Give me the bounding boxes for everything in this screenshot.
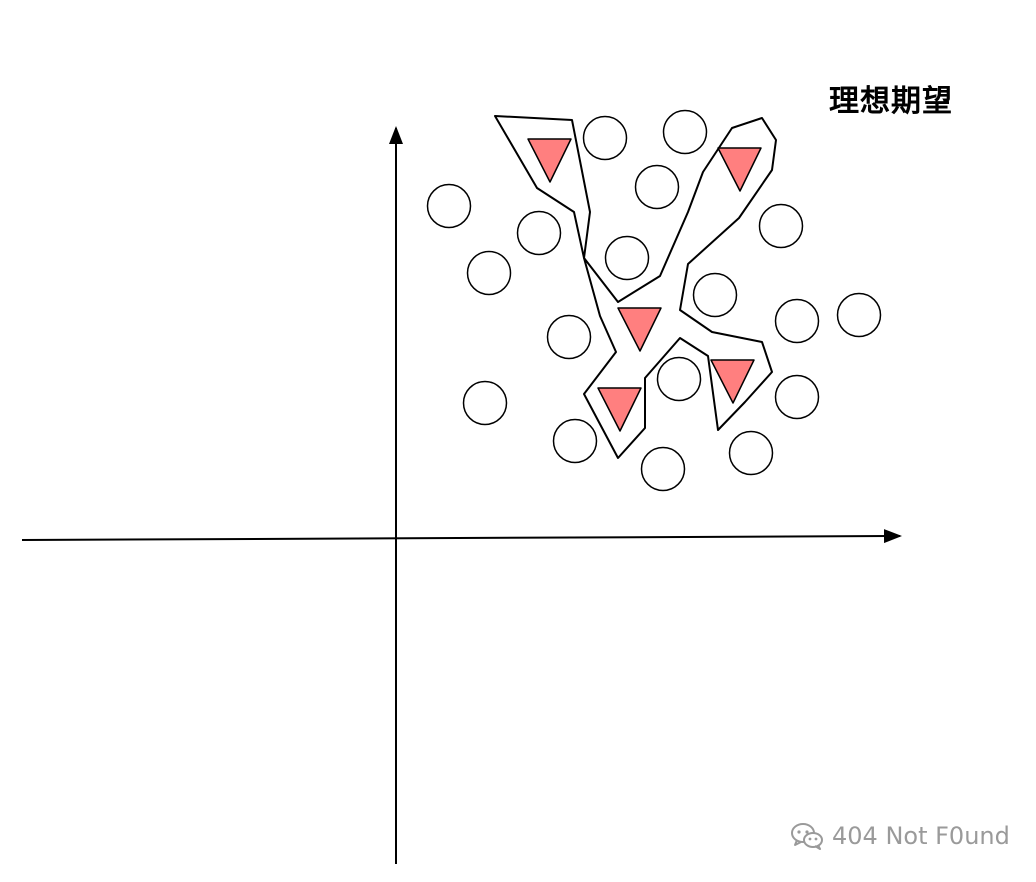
circle-point [546, 314, 592, 360]
circle-point [640, 446, 686, 492]
circle-point [516, 210, 562, 256]
triangle-points [527, 138, 762, 432]
circle-point [662, 109, 708, 155]
triangle-point [710, 359, 755, 404]
triangle-point [717, 147, 762, 192]
circle-point [466, 250, 512, 296]
circle-point [836, 292, 882, 338]
circle-point [634, 164, 680, 210]
watermark: 404 Not F0und [790, 822, 1010, 850]
wechat-icon [791, 823, 823, 850]
x-axis [21, 529, 902, 544]
circle-point [692, 272, 738, 318]
circle-point [774, 298, 820, 344]
circle-point [582, 115, 628, 161]
triangle-point [617, 307, 662, 352]
circle-point [758, 203, 804, 249]
circle-point [426, 183, 472, 229]
circle-point [728, 430, 774, 476]
circle-point [604, 235, 650, 281]
circle-point [462, 380, 508, 426]
circle-points [426, 109, 882, 492]
diagram-title: 理想期望 [829, 84, 953, 119]
triangle-point [527, 138, 572, 183]
triangle-point [597, 387, 642, 432]
boundary-regions [494, 115, 777, 459]
watermark-text: 404 Not F0und [832, 822, 1010, 850]
circle-point [774, 374, 820, 420]
region-center [583, 117, 777, 459]
circle-point [656, 356, 702, 402]
circle-point [552, 418, 598, 464]
